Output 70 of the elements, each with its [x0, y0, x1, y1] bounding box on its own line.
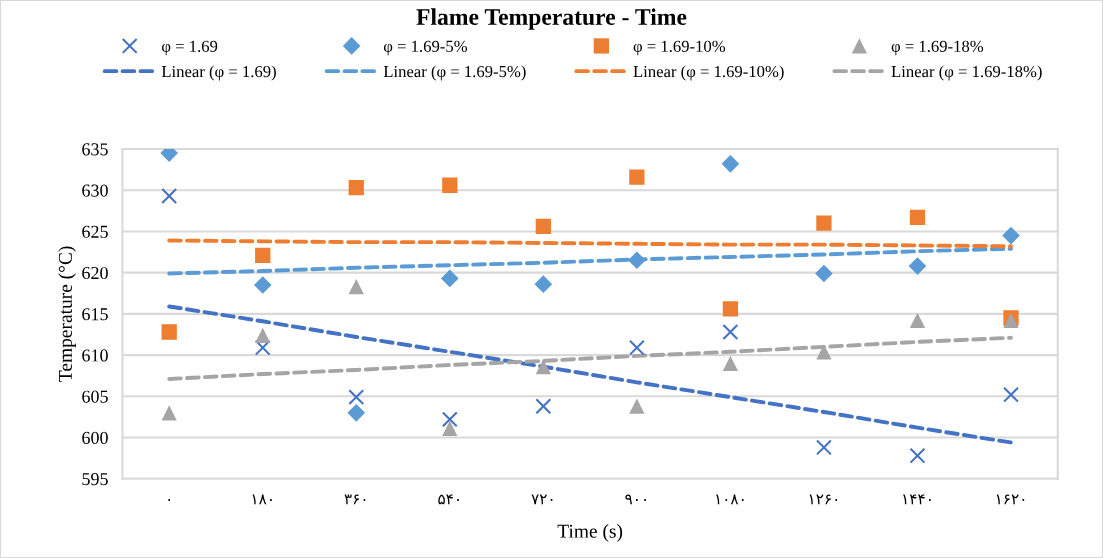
point: [442, 420, 458, 437]
line-series: [167, 335, 1013, 381]
point: [816, 344, 832, 360]
point: [535, 218, 551, 235]
point: [348, 180, 364, 196]
point: [254, 339, 271, 356]
y-tick-label: 605: [82, 390, 108, 403]
point: [253, 276, 272, 294]
point: [908, 257, 927, 275]
point: [255, 327, 271, 343]
chart-title: Flame Temperature - Time: [416, 8, 687, 30]
legend-label: Linear (φ = 1.69-5%): [383, 65, 526, 81]
y-tick-label: 620: [82, 266, 108, 280]
legend-label: Linear (φ = 1.69-18%): [891, 65, 1042, 81]
point: [347, 403, 366, 422]
x-tick-label: ۵۴۰: [438, 494, 459, 505]
point: [1003, 386, 1019, 403]
x-tick-label: ۱۰۸۰: [716, 494, 744, 505]
point: [442, 177, 458, 193]
x-tick-label: ۱۸۰: [252, 494, 272, 505]
point: [815, 264, 833, 283]
point: [535, 398, 552, 415]
y-tick-label: 615: [82, 308, 108, 321]
legend-label: Linear (φ = 1.69): [161, 65, 276, 81]
point: [721, 154, 740, 173]
point: [909, 447, 926, 464]
y-axis-title: Temperature (°C): [58, 246, 76, 382]
legend-label: φ = 1.69: [162, 40, 218, 56]
y-tick-label: 595: [82, 473, 108, 486]
point: [816, 215, 832, 231]
point: [722, 324, 739, 340]
point: [628, 339, 645, 356]
legend-label: φ = 1.69-18%: [891, 40, 984, 56]
point: [348, 279, 364, 295]
point: [722, 301, 739, 317]
point: [628, 251, 646, 270]
point: [348, 389, 365, 406]
y-tick-label: 600: [82, 431, 108, 444]
point: [629, 169, 645, 185]
x-tick-label: ۷۲۰: [531, 494, 553, 505]
point: [255, 247, 271, 263]
point: [535, 359, 551, 375]
line-series: [167, 246, 1013, 276]
point: [534, 275, 553, 294]
x-tick-label: ۰: [168, 499, 171, 501]
x-tick-label: ۱۶۲۰: [996, 494, 1025, 505]
point: [722, 355, 739, 371]
y-tick-label: 610: [82, 349, 108, 362]
line-series: [167, 304, 1013, 445]
point: [161, 187, 178, 204]
point: [441, 411, 458, 428]
y-tick-label: 635: [82, 143, 108, 156]
x-tick-label: ۱۲۶۰: [809, 494, 838, 505]
y-tick-label: 625: [82, 225, 108, 238]
x-tick-label: ۱۴۴۰: [903, 494, 931, 505]
point: [440, 269, 459, 288]
point: [909, 209, 926, 226]
x-tick-label: ۳۶۰: [344, 494, 366, 505]
point: [629, 398, 645, 414]
x-tick-label: ۹۰۰: [625, 494, 646, 505]
point: [161, 405, 177, 421]
point: [815, 439, 832, 456]
point: [1002, 226, 1020, 245]
point: [161, 324, 177, 340]
x-axis-title: Time (s): [557, 524, 623, 542]
point: [909, 312, 926, 329]
legend-label: φ = 1.69-5%: [383, 40, 468, 56]
legend-label: Linear (φ = 1.69-10%): [633, 65, 784, 81]
y-tick-label: 630: [82, 184, 108, 197]
legend-label: φ = 1.69-10%: [633, 40, 726, 56]
